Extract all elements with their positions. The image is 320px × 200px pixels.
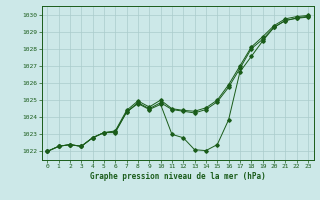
X-axis label: Graphe pression niveau de la mer (hPa): Graphe pression niveau de la mer (hPa)	[90, 172, 266, 181]
